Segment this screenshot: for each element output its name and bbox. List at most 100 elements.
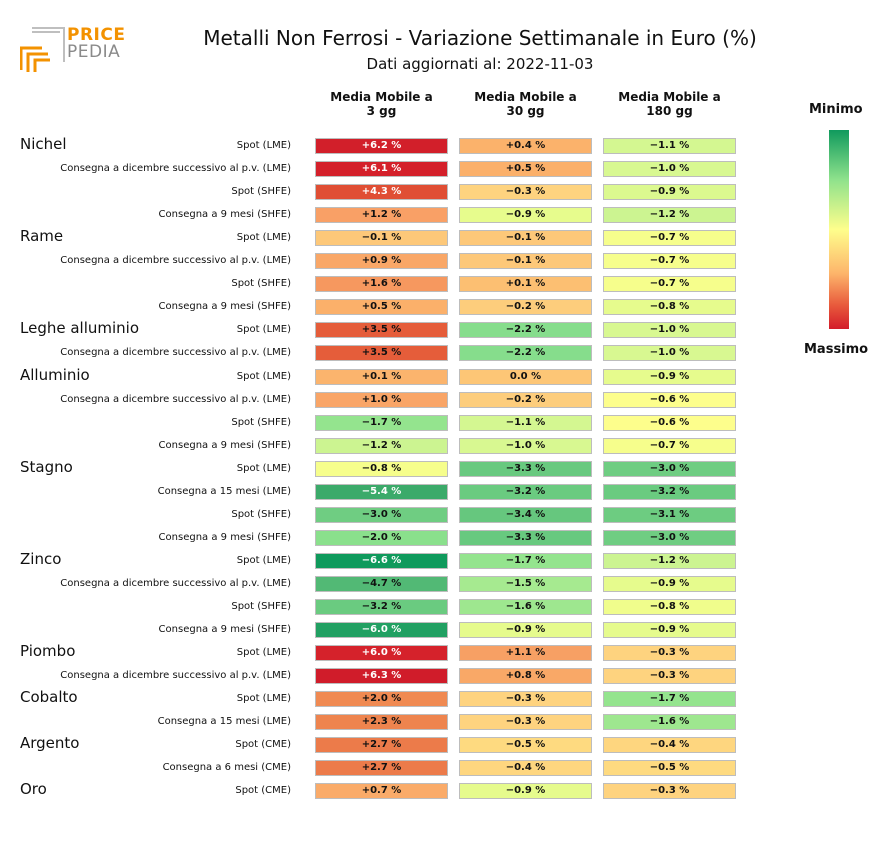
logo-word-price: PRICE bbox=[67, 25, 126, 45]
heatmap-cell: −0.7 % bbox=[603, 276, 736, 293]
heatmap-cell: +2.3 % bbox=[315, 714, 448, 731]
group-label: Zinco bbox=[20, 549, 62, 568]
heatmap-cell: −0.1 % bbox=[459, 253, 592, 270]
heatmap-cell: +6.2 % bbox=[315, 138, 448, 154]
row-label: Consegna a 9 mesi (SHFE) bbox=[158, 624, 291, 636]
row-label: Spot (LME) bbox=[236, 370, 291, 382]
heatmap-cell: −0.9 % bbox=[603, 575, 736, 592]
heatmap-cell: +3.5 % bbox=[315, 322, 448, 339]
heatmap-cell: −5.4 % bbox=[315, 483, 448, 500]
group-label: Rame bbox=[20, 227, 64, 246]
heatmap-cell: −0.5 % bbox=[459, 737, 592, 754]
row-label: Consegna a dicembre successivo al p.v. (… bbox=[60, 670, 291, 682]
heatmap-cell: −0.9 % bbox=[459, 622, 592, 639]
heatmap-cell: −3.2 % bbox=[459, 483, 592, 500]
heatmap-cell: +2.7 % bbox=[315, 760, 448, 777]
logo-mark-icon bbox=[20, 27, 65, 72]
group-label: Nichel bbox=[20, 135, 67, 153]
heatmap-cell: −2.0 % bbox=[315, 529, 448, 546]
heatmap-cell: −0.9 % bbox=[603, 368, 736, 385]
heatmap-cell: −1.1 % bbox=[459, 414, 592, 431]
heatmap-cell: −0.3 % bbox=[603, 645, 736, 662]
heatmap-cell: +1.1 % bbox=[459, 645, 592, 662]
heatmap-cell: −6.6 % bbox=[315, 552, 448, 569]
heatmap-cell: −1.7 % bbox=[459, 552, 592, 569]
heatmap-cell: −3.0 % bbox=[315, 506, 448, 523]
heatmap-cell: −1.7 % bbox=[315, 414, 448, 431]
group-label: Argento bbox=[20, 734, 80, 753]
heatmap-cell: −0.7 % bbox=[603, 253, 736, 270]
column-header-30gg: Media Mobile a 30 gg bbox=[474, 90, 577, 118]
heatmap-cell: −0.8 % bbox=[603, 599, 736, 615]
heatmap-cell: −1.0 % bbox=[603, 161, 736, 178]
heatmap-cell: −0.3 % bbox=[459, 691, 592, 708]
row-label: Spot (CME) bbox=[235, 739, 291, 751]
column-header-180gg: Media Mobile a 180 gg bbox=[618, 90, 721, 118]
row-label: Spot (LME) bbox=[236, 232, 291, 244]
heatmap-cell: +0.7 % bbox=[315, 783, 448, 800]
heatmap-cell: −1.5 % bbox=[459, 575, 592, 592]
heatmap-cell: +4.3 % bbox=[315, 184, 448, 201]
row-label: Spot (SHFE) bbox=[231, 508, 291, 520]
heatmap-cell: +1.6 % bbox=[315, 276, 448, 293]
heatmap-cell: −0.9 % bbox=[603, 622, 736, 639]
group-label: Stagno bbox=[20, 457, 73, 476]
heatmap-cell: +6.3 % bbox=[315, 668, 448, 685]
heatmap-cell: +2.7 % bbox=[315, 737, 448, 754]
row-label: Spot (LME) bbox=[236, 140, 291, 151]
heatmap-cell: −2.2 % bbox=[459, 322, 592, 339]
heatmap-cell: −1.2 % bbox=[603, 207, 736, 224]
row-label: Spot (LME) bbox=[236, 693, 291, 705]
heatmap-cell: −0.6 % bbox=[603, 391, 736, 408]
heatmap-cell: −0.6 % bbox=[603, 414, 736, 431]
heatmap-cell: −0.8 % bbox=[315, 460, 448, 477]
heatmap-cell: −3.1 % bbox=[603, 506, 736, 523]
heatmap-cell: −1.6 % bbox=[459, 599, 592, 615]
legend-max-label: Massimo bbox=[804, 342, 869, 357]
heatmap-cell: −0.3 % bbox=[459, 184, 592, 201]
column-header-3gg: Media Mobile a 3 gg bbox=[330, 90, 433, 118]
row-label: Spot (CME) bbox=[235, 785, 291, 797]
heatmap-cell: −3.0 % bbox=[603, 529, 736, 546]
row-label: Consegna a 9 mesi (SHFE) bbox=[158, 301, 291, 313]
heatmap-cell: −0.1 % bbox=[459, 230, 592, 247]
row-label: Spot (SHFE) bbox=[231, 601, 291, 612]
heatmap-cell: +0.5 % bbox=[315, 299, 448, 316]
heatmap-cell: −0.7 % bbox=[603, 437, 736, 454]
row-label: Spot (SHFE) bbox=[231, 416, 291, 428]
heatmap-cell: −3.3 % bbox=[459, 529, 592, 546]
row-label: Consegna a 15 mesi (LME) bbox=[157, 485, 291, 497]
row-label: Consegna a 9 mesi (SHFE) bbox=[158, 531, 291, 543]
row-label: Spot (SHFE) bbox=[231, 186, 291, 198]
heatmap-cell: −0.7 % bbox=[603, 230, 736, 247]
chart-subtitle: Dati aggiornati al: 2022-11-03 bbox=[366, 55, 594, 73]
heatmap-cell: +0.1 % bbox=[315, 368, 448, 385]
heatmap-cell: −0.5 % bbox=[603, 760, 736, 777]
heatmap-cell: −0.3 % bbox=[603, 783, 736, 800]
group-label: Leghe alluminio bbox=[20, 319, 140, 338]
row-label: Spot (LME) bbox=[236, 462, 291, 474]
group-label: Cobalto bbox=[20, 688, 78, 707]
heatmap-cell: +3.5 % bbox=[315, 345, 448, 362]
row-label: Consegna a dicembre successivo al p.v. (… bbox=[60, 393, 291, 405]
heatmap-cell: −0.2 % bbox=[459, 299, 592, 316]
heatmap-cell: −4.7 % bbox=[315, 575, 448, 592]
group-label: Piombo bbox=[20, 642, 76, 661]
heatmap-cell: −0.4 % bbox=[459, 760, 592, 777]
heatmap-cell: +0.9 % bbox=[315, 253, 448, 270]
row-label: Consegna a dicembre successivo al p.v. (… bbox=[60, 347, 291, 359]
heatmap-cell: −1.7 % bbox=[603, 691, 736, 708]
heatmap-cell: −0.1 % bbox=[315, 230, 448, 247]
row-label: Spot (SHFE) bbox=[231, 278, 291, 290]
heatmap-cell: −0.9 % bbox=[603, 184, 736, 201]
pricepedia-logo: PRICE PEDIA bbox=[20, 25, 130, 74]
group-label: Oro bbox=[20, 780, 47, 799]
heatmap-cell: −3.0 % bbox=[603, 460, 736, 477]
heatmap-cell: −3.3 % bbox=[459, 460, 592, 477]
heatmap-cell: −3.2 % bbox=[603, 483, 736, 500]
row-label: Spot (LME) bbox=[236, 324, 291, 336]
heatmap-cell: −1.0 % bbox=[603, 322, 736, 339]
logo-word-pedia: PEDIA bbox=[67, 42, 121, 62]
heatmap-cell: −0.2 % bbox=[459, 391, 592, 408]
legend-min-label: Minimo bbox=[809, 102, 863, 117]
